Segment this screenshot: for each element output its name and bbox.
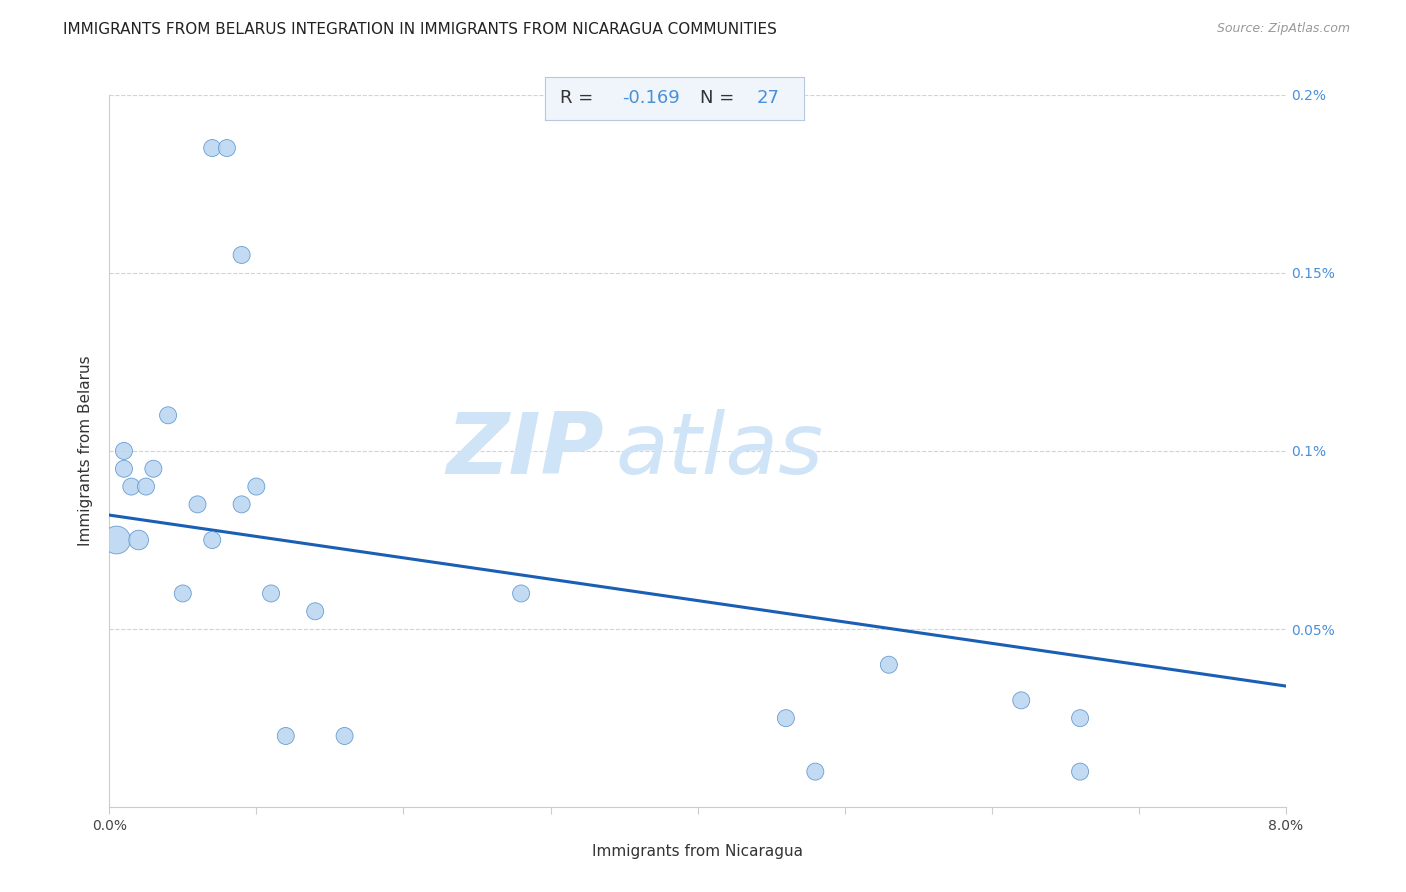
- Text: IMMIGRANTS FROM BELARUS INTEGRATION IN IMMIGRANTS FROM NICARAGUA COMMUNITIES: IMMIGRANTS FROM BELARUS INTEGRATION IN I…: [63, 22, 778, 37]
- Point: [1069, 764, 1091, 779]
- Point: [112, 461, 135, 475]
- Point: [157, 409, 180, 423]
- Text: atlas: atlas: [616, 409, 824, 492]
- Point: [877, 657, 900, 672]
- Point: [775, 711, 797, 725]
- Point: [245, 479, 267, 493]
- Point: [1010, 693, 1032, 707]
- Point: [120, 479, 142, 493]
- Point: [231, 248, 253, 262]
- Text: ZIP: ZIP: [446, 409, 603, 492]
- Point: [105, 533, 128, 547]
- Point: [260, 586, 283, 600]
- X-axis label: Immigrants from Nicaragua: Immigrants from Nicaragua: [592, 844, 803, 859]
- Point: [804, 764, 827, 779]
- Point: [274, 729, 297, 743]
- Point: [186, 497, 208, 511]
- Point: [142, 461, 165, 475]
- Point: [112, 444, 135, 458]
- Point: [1069, 711, 1091, 725]
- Point: [333, 729, 356, 743]
- Point: [304, 604, 326, 618]
- Text: Source: ZipAtlas.com: Source: ZipAtlas.com: [1216, 22, 1350, 36]
- Point: [172, 586, 194, 600]
- Point: [201, 533, 224, 547]
- Point: [135, 479, 157, 493]
- Point: [201, 141, 224, 155]
- Point: [231, 497, 253, 511]
- Point: [128, 533, 150, 547]
- Point: [510, 586, 533, 600]
- Y-axis label: Immigrants from Belarus: Immigrants from Belarus: [79, 356, 93, 546]
- Point: [215, 141, 238, 155]
